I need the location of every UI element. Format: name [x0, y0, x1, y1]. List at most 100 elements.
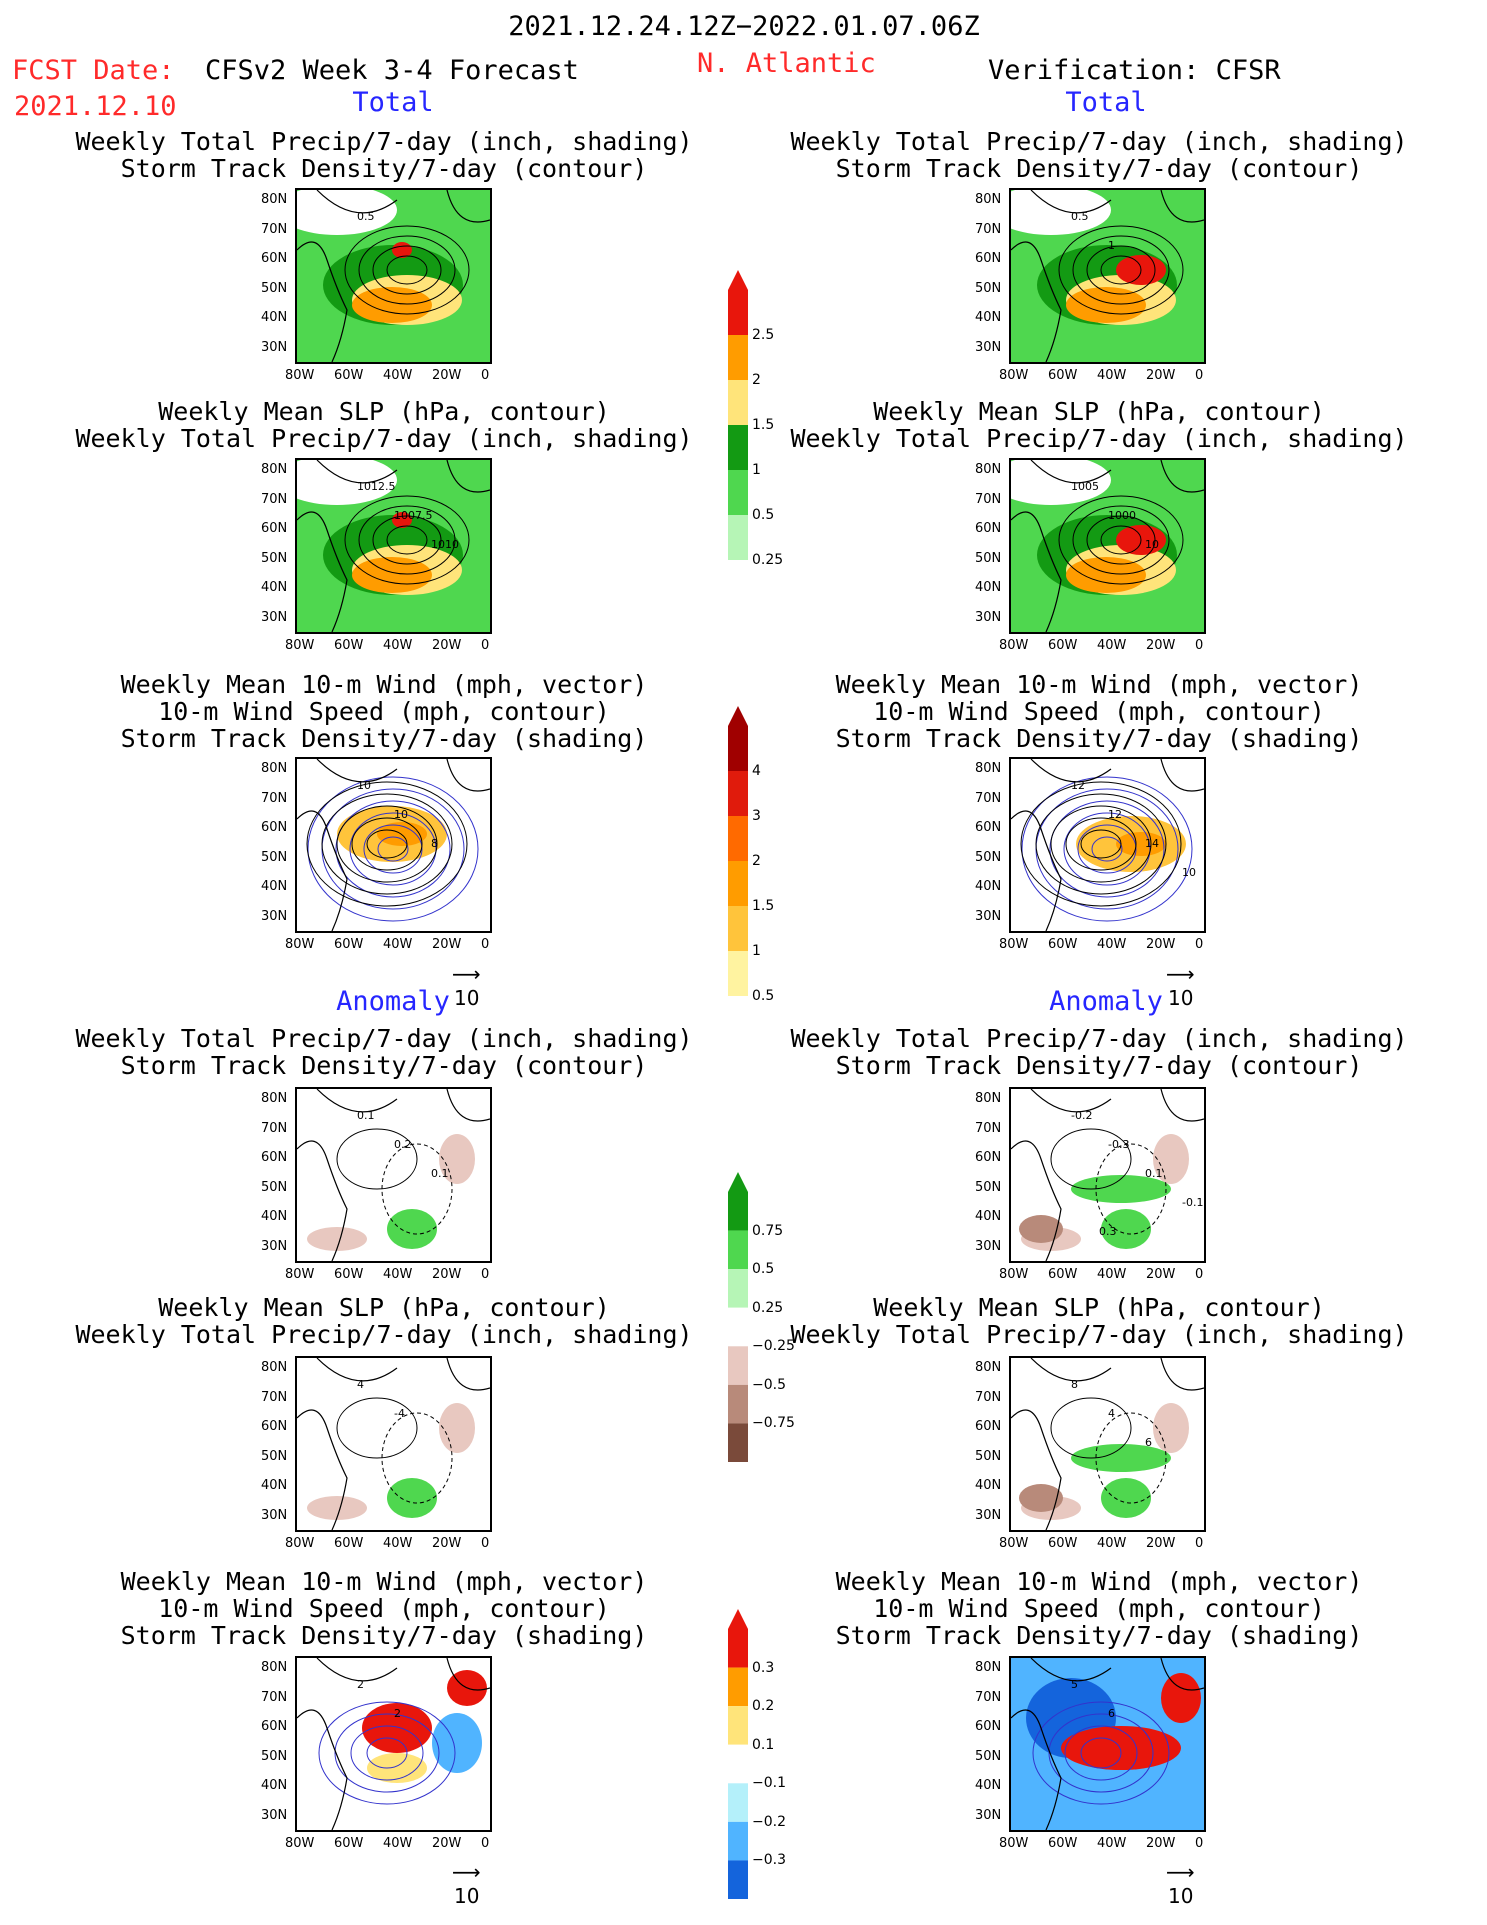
latitude-label: 40N [261, 879, 288, 894]
colorbar-label: 2.5 [752, 327, 775, 343]
vector-reference: ⟶ 10 [452, 1860, 481, 1908]
colorbar-segment [728, 380, 748, 425]
map-forecast-precip_storm_total: 0.5 [295, 188, 492, 364]
contour-label: 2 [394, 1707, 401, 1720]
precip-anomaly-shading [387, 1478, 437, 1518]
fcst-label: FCST Date: [12, 55, 175, 86]
latitude-label: 70N [261, 1120, 288, 1136]
coastline [297, 1658, 490, 1830]
precip-anomaly-shading [439, 1403, 475, 1453]
coastline [1011, 1089, 1204, 1261]
panel-title: Weekly Mean SLP (hPa, contour) Weekly To… [75, 397, 693, 453]
colorbar-label: −0.5 [752, 1376, 786, 1393]
longitude-label: 20W [432, 1836, 462, 1851]
contour-line [344, 495, 470, 585]
latitude-label: 40N [975, 1209, 1002, 1224]
precip-anomaly-shading [1153, 1134, 1189, 1184]
contour-line [386, 255, 428, 285]
contour-line [1072, 505, 1170, 575]
contour-line [1058, 225, 1184, 315]
colorbar-segment [728, 270, 748, 290]
latitude-label: 50N [261, 1448, 288, 1464]
wind-vector-field [1077, 824, 1137, 874]
colorbar-segment [728, 816, 748, 861]
latitude-label: 50N [261, 280, 288, 296]
contour-label: 1005 [1071, 480, 1099, 493]
contour-label: 14 [1145, 837, 1159, 850]
latitude-label: 30N [261, 1807, 288, 1823]
contour-line [358, 505, 456, 575]
wind-vector-field [1021, 776, 1193, 922]
colorbar-precip_anom [728, 1172, 748, 1466]
longitude-label: 80W [285, 368, 315, 383]
latitude-label: 30N [975, 1507, 1002, 1523]
colorbar-segment [728, 1192, 748, 1231]
contour-label: 12 [1108, 808, 1122, 821]
map-canvas: 1005 1000 10 [1011, 460, 1204, 632]
latitude-label: 50N [975, 550, 1002, 566]
colorbar-label: 0.75 [752, 1222, 784, 1239]
wind-vector-field [335, 800, 451, 898]
contour-label: -0.2 [1071, 1109, 1092, 1122]
wind-vector-field [307, 776, 479, 922]
contour-label: 1 [1108, 239, 1115, 252]
latitude-label: 50N [975, 1179, 1002, 1195]
latitude-label: 80N [261, 462, 288, 477]
colorbar-label: 0.3 [752, 1659, 775, 1676]
panel-title: Weekly Mean 10-m Wind (mph, vector) 10-m… [835, 1567, 1363, 1650]
latitude-label: 30N [975, 609, 1002, 625]
contour-label: 1007.5 [394, 509, 433, 522]
panel-title: Weekly Total Precip/7-day (inch, shading… [75, 1024, 693, 1080]
precip-anomaly-shading [1101, 1209, 1151, 1249]
colorbar-segment [728, 1307, 748, 1347]
wind-speed-contour [306, 781, 468, 907]
longitude-label: 0 [1195, 1836, 1204, 1851]
section-total-forecast: Total [352, 87, 434, 118]
precip-anomaly-shading [1153, 1403, 1189, 1453]
latitude-label: 40N [261, 580, 288, 595]
latitude-label: 30N [261, 1238, 288, 1254]
contour-line [381, 1412, 453, 1504]
latitude-label: 80N [261, 192, 288, 207]
longitude-label: 60W [334, 937, 364, 952]
colorbar-segment [728, 1269, 748, 1308]
wind-speed-contour [1020, 781, 1182, 907]
map-canvas: 22 [297, 1658, 490, 1830]
latitude-label: 30N [261, 609, 288, 625]
longitude-label: 20W [432, 937, 462, 952]
precip-anomaly-shading [439, 1134, 475, 1184]
longitude-label: 60W [334, 1536, 364, 1551]
panel-title: Weekly Mean SLP (hPa, contour) Weekly To… [75, 1293, 693, 1349]
latitude-label: 60N [975, 521, 1002, 536]
latitude-label: 30N [975, 339, 1002, 355]
colorbar-segment [728, 515, 748, 560]
longitude-label: 20W [1146, 368, 1176, 383]
contour-line [358, 235, 456, 305]
latitude-label: 70N [261, 1689, 288, 1705]
panel-title: Weekly Total Precip/7-day (inch, shading… [790, 1024, 1408, 1080]
latitude-label: 50N [975, 849, 1002, 865]
colorbar-segment [728, 706, 748, 726]
longitude-label: 20W [1146, 1536, 1176, 1551]
section-anomaly-forecast: Anomaly [336, 986, 450, 1017]
colorbar-label: 1 [752, 462, 761, 478]
colorbar-label: 0.25 [752, 552, 784, 568]
precip-anomaly-shading [1019, 1215, 1063, 1243]
map-verification-precip_storm_anom: -0.2 -0.3 0.1 -0.1 0.3 [1009, 1087, 1206, 1263]
contour-label: 8 [1071, 1378, 1078, 1391]
longitude-label: 40W [1097, 1267, 1127, 1282]
latitude-label: 40N [975, 1478, 1002, 1493]
colorbar-label: −0.75 [752, 1415, 795, 1432]
latitude-label: 30N [975, 1807, 1002, 1823]
wind-speed-contour [351, 817, 423, 871]
latitude-label: 60N [261, 1419, 288, 1434]
vector-reference: ⟶ 10 [1166, 1860, 1195, 1908]
latitude-label: 80N [261, 1091, 288, 1106]
longitude-label: 40W [383, 1267, 413, 1282]
storm-anomaly-shading [367, 1753, 427, 1783]
colorbar-segment [728, 470, 748, 515]
wind-vector-field [366, 1737, 408, 1769]
precip-anomaly-shading [1101, 1478, 1151, 1518]
contour-line [1050, 1397, 1132, 1459]
longitude-label: 40W [1097, 937, 1127, 952]
